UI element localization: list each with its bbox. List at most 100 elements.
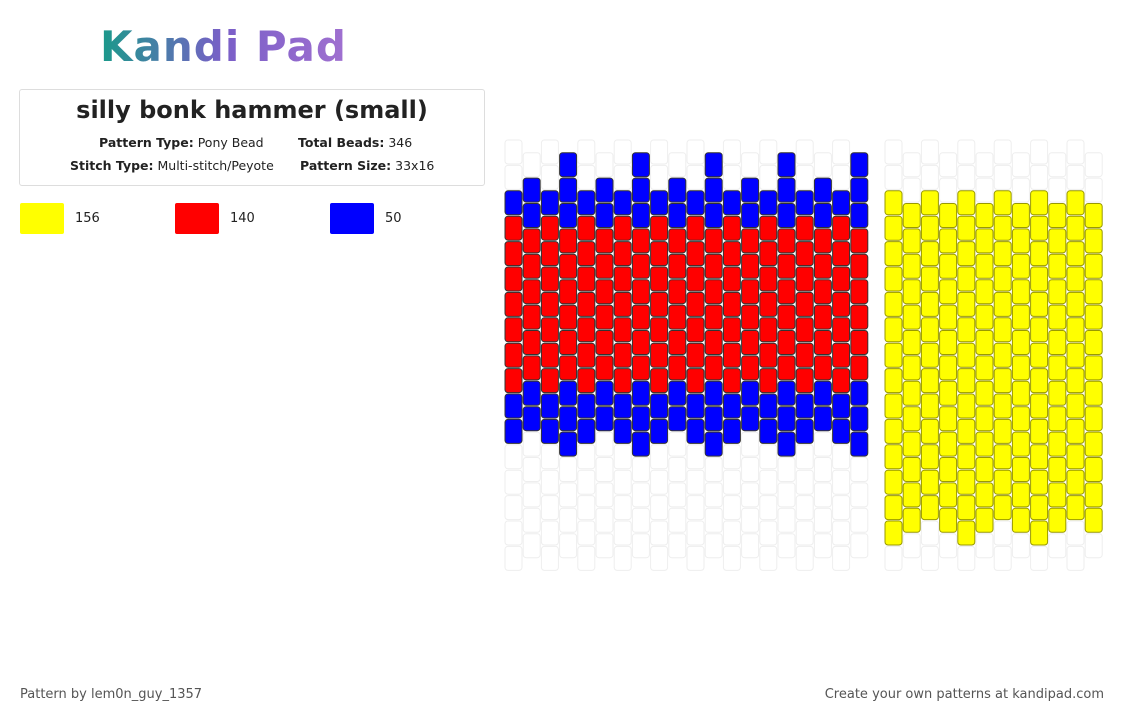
bead [650,190,669,216]
bead [559,253,578,279]
bead [993,368,1012,394]
bead [939,279,958,305]
bead [741,355,760,381]
bead [939,330,958,355]
bead [832,266,851,292]
bead [522,406,541,432]
bead [722,495,741,521]
bead [759,164,778,190]
bead [595,431,614,457]
bead [939,203,958,228]
value: Multi-stitch/Peyote [157,158,274,173]
bead [1030,164,1049,190]
bead [1066,368,1085,394]
bead [902,330,921,355]
bead [902,406,921,432]
bead [759,139,778,165]
bead [595,507,614,533]
bead [559,380,578,406]
label: Pattern Size: [300,158,392,173]
bead [631,507,650,533]
bead [975,482,994,508]
bead [686,545,705,571]
bead [1011,228,1030,254]
bead [631,177,650,203]
bead [631,330,650,355]
bead [850,330,869,355]
bead [759,444,778,470]
bead [1011,380,1030,406]
bead [668,177,687,203]
bead [540,444,559,470]
bead [777,380,796,406]
bead [1066,469,1085,495]
pattern-type: Pattern Type: Pony Bead [99,135,264,150]
bead [540,291,559,317]
bead [1030,241,1049,267]
bead [795,291,814,317]
bead [832,520,851,546]
bead [577,291,596,317]
bead [577,266,596,292]
bead [577,164,596,190]
bead [920,545,939,571]
bead [1066,164,1085,190]
bead [957,215,976,241]
bead [741,533,760,559]
site-link[interactable]: Create your own patterns at kandipad.com [824,687,1104,702]
bead [686,418,705,444]
bead [1066,545,1085,571]
bead [795,368,814,394]
bead [704,457,723,482]
bead [1030,495,1049,521]
bead [795,266,814,292]
bead [920,520,939,546]
bead [559,482,578,508]
bead [504,520,523,546]
logo[interactable]: Kandi Pad [100,22,347,71]
bead [1011,304,1030,330]
bead [741,203,760,228]
bead [613,266,632,292]
bead [704,355,723,381]
bead [522,482,541,508]
bead [975,457,994,482]
bead [759,190,778,216]
bead [939,431,958,457]
bead [759,291,778,317]
bead [540,469,559,495]
bead [939,355,958,381]
bead [540,266,559,292]
bead [704,203,723,228]
bead [993,317,1012,343]
bead [1030,215,1049,241]
label: Stitch Type: [70,158,154,173]
bead [540,368,559,394]
bead [884,241,903,267]
bead [577,469,596,495]
bead [777,507,796,533]
bead [850,279,869,305]
bead [595,279,614,305]
bead [522,355,541,381]
bead [559,406,578,432]
stitch-type: Stitch Type: Multi-stitch/Peyote [70,158,274,173]
bead [559,177,578,203]
bead [975,228,994,254]
bead [813,406,832,432]
bead [993,241,1012,267]
bead [1048,279,1067,305]
bead [577,317,596,343]
bead [722,469,741,495]
bead [722,393,741,419]
bead [1030,418,1049,444]
bead [902,507,921,533]
bead [504,469,523,495]
bead [795,139,814,165]
bead [850,380,869,406]
bead [993,495,1012,521]
bead [920,469,939,495]
bead [777,177,796,203]
bead [1048,177,1067,203]
bead [650,545,669,571]
